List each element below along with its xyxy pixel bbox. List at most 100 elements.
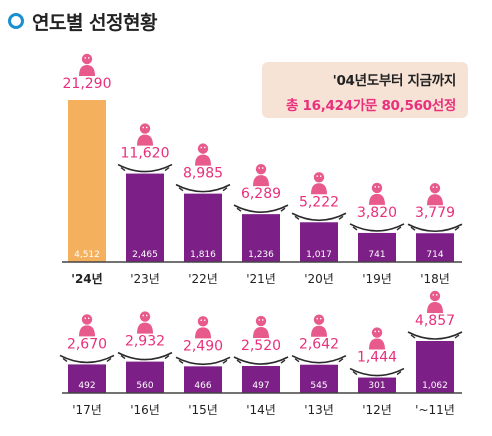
- person-icon-eye: [142, 126, 144, 129]
- person-icon-eye: [142, 314, 144, 317]
- page-title: 연도별 선정현황: [32, 11, 157, 34]
- value-label: 3,820: [357, 205, 397, 221]
- value-label: 2,670: [67, 336, 107, 352]
- person-icon-eye: [320, 175, 322, 177]
- bar-group: 2,490 466 '15년: [175, 316, 231, 417]
- summary-period: '04년도부터 지금까지: [332, 73, 457, 89]
- person-icon-head: [255, 315, 267, 327]
- value-label: 6,289: [241, 186, 281, 202]
- bar-roof-tip: [106, 357, 112, 362]
- person-icon-eye: [316, 317, 318, 320]
- bar-roof-tip: [396, 226, 402, 231]
- count-label: 1,017: [306, 250, 332, 260]
- bar-roof: [233, 356, 289, 365]
- bar-roof: [291, 355, 347, 364]
- person-icon-eye: [436, 294, 438, 296]
- bar: [358, 377, 396, 393]
- bar-roof: [349, 367, 405, 377]
- bar: [242, 366, 280, 393]
- bar-group: 2,932 560 '16년: [117, 311, 173, 417]
- person-icon-eye: [262, 167, 264, 169]
- bar: [184, 366, 222, 393]
- person-icon-head: [313, 172, 325, 183]
- category-label: '16년: [130, 403, 160, 417]
- bar-roof: [233, 204, 289, 213]
- count-label: 466: [194, 381, 211, 391]
- category-label: '22년: [188, 272, 218, 286]
- bar-roof: [117, 351, 173, 361]
- person-icon-body: [79, 325, 95, 337]
- person-icon-body: [311, 325, 327, 337]
- bar-group: 2,642 545 '13년: [291, 314, 347, 417]
- bar-roof-tip: [120, 355, 126, 360]
- person-icon-eye: [204, 319, 206, 321]
- bar-group: 2,520 497 '14년: [233, 315, 289, 417]
- bar-group: 6,289 1,236 '21년: [233, 163, 289, 286]
- bar-roof-tip: [338, 358, 344, 363]
- bar-roof-tip: [280, 359, 286, 364]
- bar-roof: [175, 183, 231, 193]
- person-icon-eye: [258, 167, 260, 169]
- bar-roof: [349, 223, 405, 232]
- person-icon-body: [311, 183, 327, 195]
- bar: [184, 193, 222, 262]
- person-icon-body: [137, 134, 153, 146]
- summary-total: 총 16,424가문 80,560선정: [286, 98, 456, 114]
- bar-group: 3,820 741 '19년: [349, 182, 405, 286]
- value-label: 1,444: [357, 350, 397, 366]
- bar-roof-tip: [294, 358, 300, 363]
- person-icon-head: [81, 314, 93, 325]
- person-icon-eye: [432, 294, 434, 296]
- bar-group: 5,222 1,017 '20년: [291, 172, 347, 286]
- person-icon-head: [197, 316, 209, 327]
- person-icon-eye: [204, 146, 206, 149]
- value-label: 2,642: [299, 337, 339, 353]
- person-icon-body: [137, 322, 153, 334]
- person-icon-body: [195, 327, 211, 339]
- bar: [300, 222, 338, 262]
- person-icon-eye: [200, 146, 202, 149]
- category-label: '15년: [188, 403, 218, 417]
- person-icon-eye: [262, 319, 264, 321]
- person-icon-head: [371, 182, 383, 194]
- bar: [416, 233, 454, 262]
- person-icon-eye: [374, 330, 376, 333]
- person-icon-eye: [378, 330, 380, 333]
- value-label: 2,490: [183, 338, 223, 354]
- bar-roof-tip: [222, 359, 228, 364]
- person-icon-eye: [320, 317, 322, 320]
- person-icon-eye: [200, 319, 202, 321]
- category-label: '18년: [420, 272, 450, 286]
- count-label: 301: [368, 381, 385, 391]
- person-icon-eye: [378, 186, 380, 188]
- count-label: 545: [310, 381, 327, 391]
- bar-roof-tip: [236, 359, 242, 364]
- summary-box: '04년도부터 지금까지 총 16,424가문 80,560선정: [262, 62, 468, 118]
- count-label: 492: [78, 381, 95, 391]
- person-icon-body: [369, 338, 385, 350]
- bar-group: 21,290 4,512 '24년: [63, 53, 112, 286]
- bar-roof-tip: [396, 370, 402, 376]
- count-label: 1,062: [422, 381, 448, 391]
- category-label: '14년: [246, 403, 276, 417]
- person-icon-eye: [432, 186, 434, 188]
- person-icon-head: [139, 123, 151, 134]
- value-label: 21,290: [63, 76, 112, 92]
- bar-roof: [59, 354, 115, 364]
- person-icon-head: [371, 327, 383, 338]
- count-label: 2,465: [132, 250, 158, 260]
- bar-roof-tip: [178, 359, 184, 364]
- bar-roof-tip: [120, 167, 126, 172]
- person-icon-eye: [146, 314, 148, 317]
- person-icon-eye: [88, 317, 90, 320]
- person-icon-eye: [88, 57, 90, 59]
- bar-roof-tip: [236, 207, 242, 212]
- category-label: '~11년: [415, 403, 455, 417]
- category-label: '23년: [130, 272, 160, 286]
- person-icon-head: [255, 163, 267, 175]
- category-label: '19년: [362, 272, 392, 286]
- bar-roof-tip: [410, 226, 416, 231]
- count-label: 4,512: [74, 250, 100, 260]
- bar-group: 3,779 714 '18년: [407, 183, 463, 286]
- bar: [358, 232, 396, 262]
